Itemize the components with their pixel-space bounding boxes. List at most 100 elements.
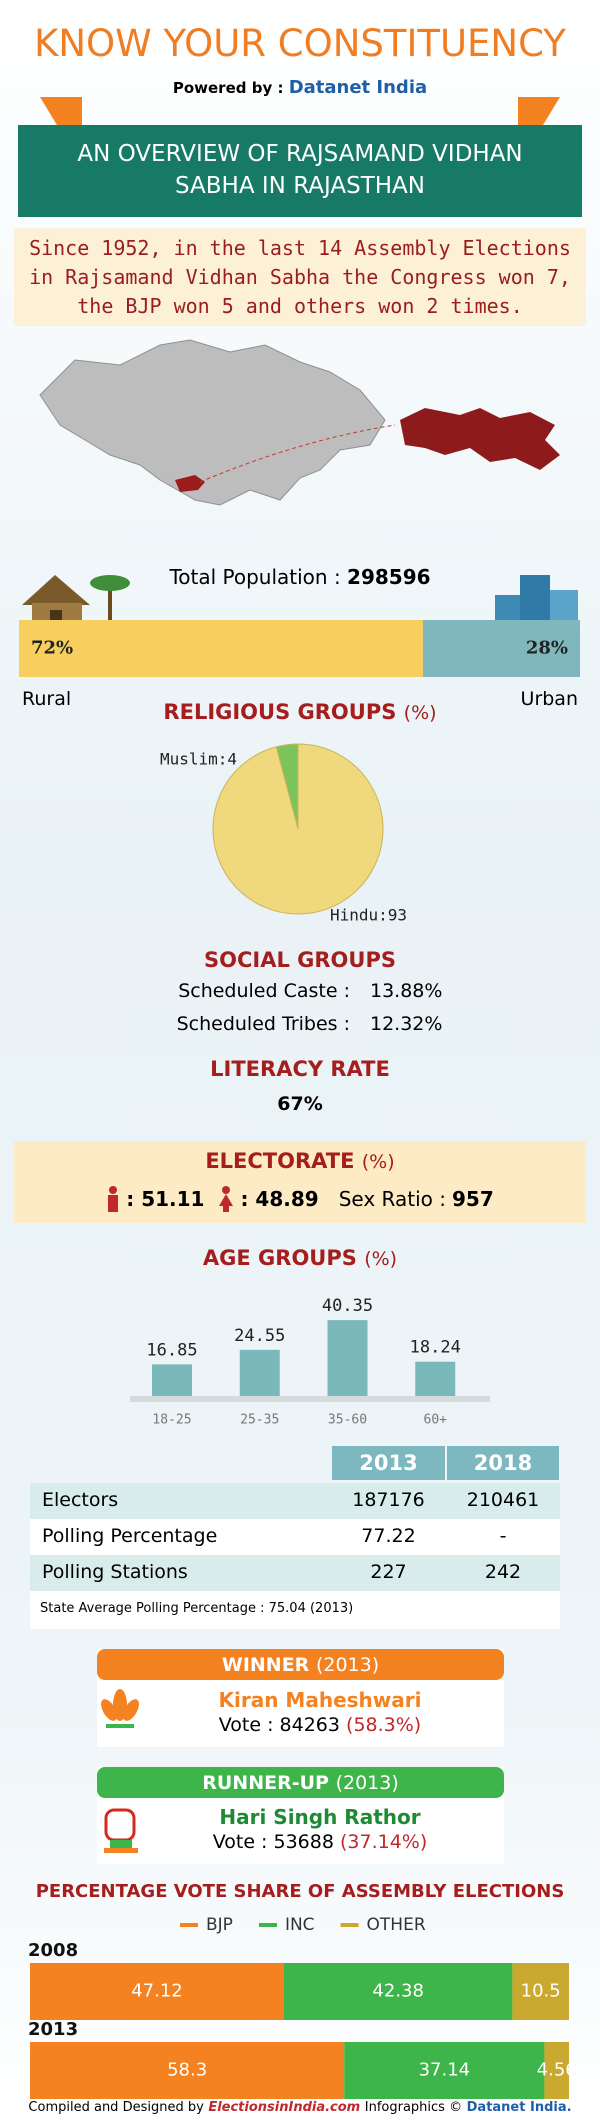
section-title: PERCENTAGE VOTE SHARE OF ASSEMBLY ELECTI… (35, 1881, 565, 1902)
row-bg (30, 1519, 560, 1555)
banner-bg (18, 125, 582, 217)
row-bg (30, 1555, 560, 1591)
value-label: 42.38 (372, 1981, 424, 2002)
bar (239, 1349, 280, 1396)
section-title: LITERACY RATE (210, 1057, 390, 1081)
bar-segment (283, 1963, 513, 2020)
x-tick-label: 18-25 (152, 1413, 191, 1428)
legend-label: BJP (206, 1915, 233, 1935)
share: (37.14%) (339, 1831, 428, 1853)
year: (2013) (315, 1654, 380, 1676)
population-value: 298596 (347, 565, 431, 589)
vote: Vote : 84263 (218, 1714, 340, 1736)
map-zoom (400, 408, 560, 470)
section-title: ELECTORATE (%) (0, 1149, 600, 1173)
male-icon (108, 1186, 119, 1212)
legend-label: Rural (22, 688, 72, 710)
bar-segment (19, 620, 423, 677)
title: KNOW YOUR CONSTITUENCY (34, 22, 566, 65)
unit: (%) (403, 702, 437, 724)
map-district (175, 475, 205, 492)
axis-band (130, 1396, 490, 1402)
legend-swatch (340, 1923, 359, 1927)
brand: Datanet India. (466, 2100, 572, 2115)
cell: 242 (484, 1561, 522, 1583)
section-title: AGE GROUPS (%) (0, 1246, 600, 1270)
legend-label: OTHER (367, 1915, 426, 1935)
row-label: Electors (42, 1489, 119, 1511)
footer: Compiled and Designed by ElectionsinIndi… (0, 2100, 600, 2115)
value-label: 4.56 (537, 2060, 577, 2081)
category-label: 2013 (28, 2019, 78, 2040)
female-icon (219, 1186, 234, 1212)
male-value: : 51.11 (126, 1187, 205, 1211)
population: Total Population : 298596 (0, 565, 600, 589)
bar-segment (30, 1963, 284, 2020)
banner: AN OVERVIEW OF RAJSAMAND VIDHAN SABHA IN… (77, 141, 523, 199)
st-value: 12.32% (370, 1013, 443, 1035)
literacy-value: 67% (277, 1093, 323, 1115)
unit: (%) (361, 1151, 395, 1173)
bar-segment (344, 2042, 545, 2099)
winner-name: Kiran Maheshwari (218, 1688, 422, 1712)
year: (2013) (335, 1772, 399, 1794)
bar-segment (544, 2042, 569, 2099)
row-bg (30, 1591, 560, 1629)
legend-label: INC (285, 1915, 315, 1935)
female-value: : 48.89 (240, 1187, 319, 1211)
unit: (%) (364, 1248, 398, 1270)
site: ElectionsinIndia.com (208, 2100, 361, 2115)
value-label: 58.3 (167, 2060, 207, 2081)
row-label: Polling Percentage (42, 1525, 218, 1547)
label: WINNER (221, 1654, 310, 1676)
title: ELECTORATE (205, 1149, 355, 1173)
col-header: 2018 (473, 1451, 533, 1475)
compiled: Compiled and Designed by (28, 2100, 204, 2115)
st-label: Scheduled Tribes : (176, 1013, 350, 1035)
hand-icon (104, 1808, 138, 1853)
share: (58.3%) (346, 1714, 422, 1736)
bar-segment (30, 2042, 345, 2099)
table-header-bg (332, 1446, 445, 1480)
value-label: 37.14 (419, 2060, 471, 2081)
value-label: 40.35 (322, 1296, 373, 1316)
sc-value: 13.88% (370, 980, 443, 1002)
table-note: State Average Polling Percentage : 75.04… (40, 1601, 354, 1616)
legend-label: Urban (520, 688, 578, 710)
table-header-bg (447, 1446, 559, 1480)
row-label: Polling Stations (42, 1561, 188, 1583)
population-label: Total Population : (169, 565, 341, 589)
title: RELIGIOUS GROUPS (163, 700, 397, 724)
map-state (39, 339, 386, 506)
powered-label: Powered by : (172, 79, 284, 97)
value-label: 18.24 (410, 1338, 461, 1358)
bar (152, 1364, 192, 1396)
slice-label: Muslim:4 (160, 750, 237, 769)
row-bg (30, 1483, 560, 1519)
value-label: 10.5 (521, 1981, 561, 2002)
pie-slice (212, 743, 384, 915)
value-label: 72% (31, 638, 73, 659)
value-label: 16.85 (146, 1340, 197, 1360)
bar-segment (422, 620, 580, 677)
col-header: 2013 (359, 1451, 418, 1475)
cell: 187176 (352, 1489, 425, 1511)
winner-vote: Vote : 84263 (58.3%) (140, 1714, 500, 1736)
lotus-icon (101, 1689, 139, 1728)
value-label: 47.12 (131, 1981, 183, 2002)
section-title: RELIGIOUS GROUPS (%) (0, 700, 600, 724)
winner-header: WINNER (2013) (97, 1654, 504, 1676)
intro-bg (14, 228, 586, 326)
cell: - (499, 1525, 507, 1547)
legend-swatch (258, 1923, 277, 1927)
electorate-line: : 51.11 : 48.89 Sex Ratio : 957 (0, 1186, 600, 1212)
cell: 77.22 (361, 1525, 416, 1547)
ribbon (40, 97, 82, 130)
label: RUNNER-UP (202, 1772, 329, 1794)
category-label: 2008 (28, 1940, 78, 1961)
winner-header-bg (97, 1649, 504, 1680)
cell: 227 (370, 1561, 407, 1583)
x-tick-label: 35-60 (328, 1413, 367, 1428)
